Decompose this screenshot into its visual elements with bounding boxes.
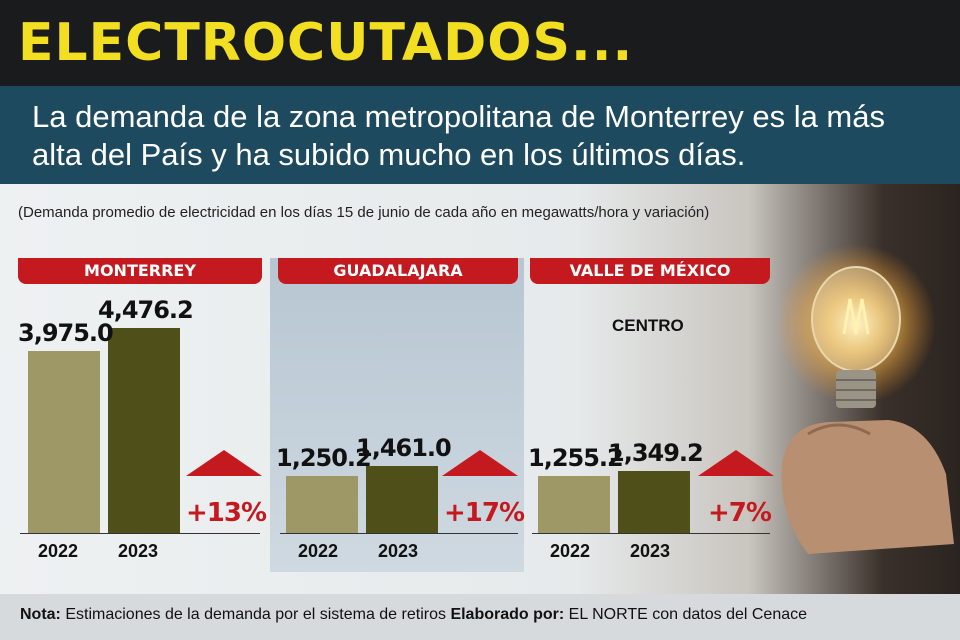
bar-guadalajara-2022: [286, 476, 358, 533]
chart-caption: (Demanda promedio de electricidad en los…: [18, 204, 710, 221]
region-header-valle-de-mexico: VALLE DE MÉXICO: [530, 258, 770, 284]
baseline-monterrey: [20, 533, 260, 534]
region-header-monterrey: MONTERREY: [18, 258, 262, 284]
value-label-monterrey-2023: 4,476.2: [98, 296, 194, 324]
bar-guadalajara-2023: [366, 466, 438, 533]
region-subheader-centro: CENTRO: [612, 316, 684, 335]
footer-note: Nota: Estimaciones de la demanda por el …: [20, 606, 807, 624]
region-header-guadalajara: GUADALAJARA: [278, 258, 518, 284]
page-title: ELECTROCUTADOS...: [18, 13, 634, 73]
bar-valle-de-mexico-2022: [538, 476, 610, 533]
change-label-guadalajara: +17%: [444, 498, 525, 528]
up-arrow-icon-valle-de-mexico: [698, 450, 774, 476]
year-label-valle-de-mexico-2023: 2023: [630, 541, 671, 561]
change-label-valle-de-mexico: +7%: [708, 498, 772, 528]
year-label-guadalajara-2023: 2023: [378, 541, 419, 561]
up-arrow-icon-monterrey: [186, 450, 262, 476]
change-label-monterrey: +13%: [186, 498, 267, 528]
up-arrow-icon-guadalajara: [442, 450, 518, 476]
bar-valle-de-mexico-2023: [618, 471, 690, 533]
subtitle-band: [0, 86, 960, 184]
footer-note-text: Estimaciones de la demanda por el sistem…: [65, 606, 446, 623]
page-subtitle: La demanda de la zona metropolitana de M…: [32, 99, 885, 172]
title-banner: [0, 0, 960, 86]
footer-note-label: Nota:: [20, 606, 61, 623]
bar-monterrey-2022: [28, 351, 100, 533]
year-label-monterrey-2022: 2022: [38, 541, 79, 561]
bar-monterrey-2023: [108, 328, 180, 533]
value-label-guadalajara-2023: 1,461.0: [356, 434, 452, 462]
footer-credit-label: Elaborado por:: [450, 606, 565, 623]
year-label-valle-de-mexico-2022: 2022: [550, 541, 591, 561]
value-label-guadalajara-2022: 1,250.2: [276, 444, 372, 472]
baseline-guadalajara: [280, 533, 518, 534]
footer-bar: [0, 594, 960, 640]
value-label-valle-de-mexico-2022: 1,255.2: [528, 444, 624, 472]
baseline-valle-de-mexico: [532, 533, 770, 534]
value-label-monterrey-2022: 3,975.0: [18, 319, 114, 347]
footer-credit-text: EL NORTE con datos del Cenace: [568, 606, 808, 623]
year-label-guadalajara-2022: 2022: [298, 541, 339, 561]
year-label-monterrey-2023: 2023: [118, 541, 159, 561]
value-label-valle-de-mexico-2023: 1,349.2: [608, 439, 704, 467]
light-bulb-image: [776, 184, 960, 594]
